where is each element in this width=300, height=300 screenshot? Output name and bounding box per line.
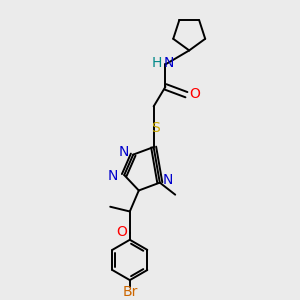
Text: O: O (116, 226, 127, 239)
Text: O: O (189, 87, 200, 101)
Text: N: N (119, 146, 129, 159)
Text: H: H (151, 56, 162, 70)
Text: N: N (108, 169, 118, 184)
Text: S: S (151, 121, 159, 135)
Text: N: N (163, 173, 173, 188)
Text: N: N (164, 56, 174, 70)
Text: Br: Br (122, 285, 137, 299)
